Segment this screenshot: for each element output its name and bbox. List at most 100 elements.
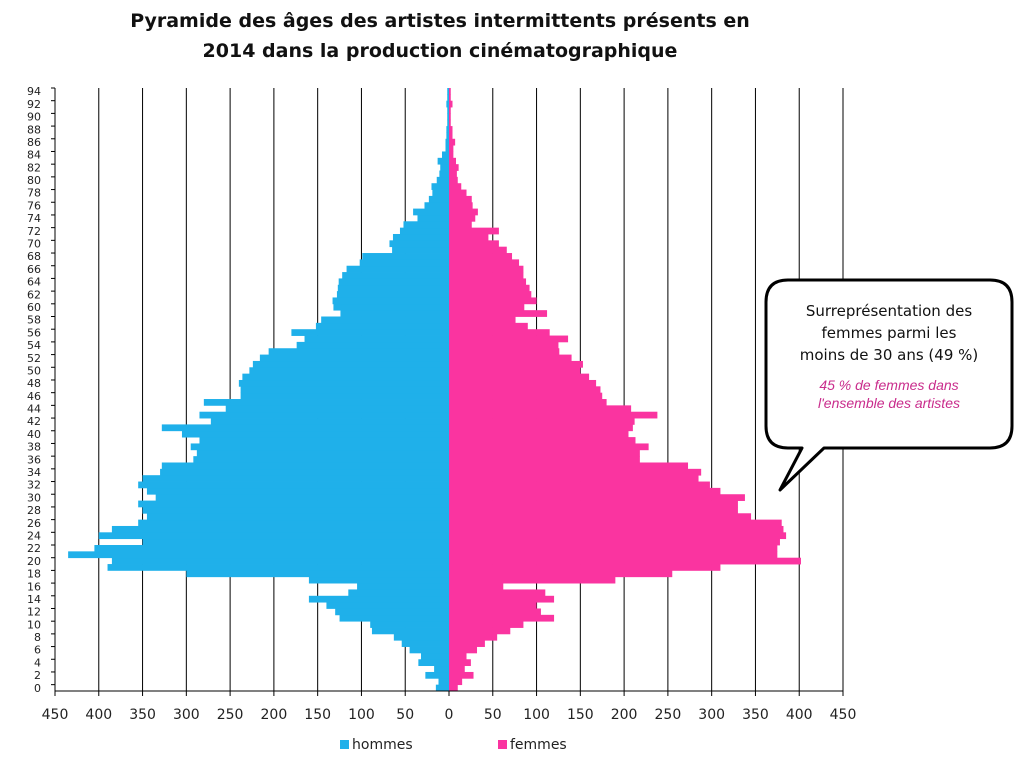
bar-hommes-age-12	[335, 608, 449, 616]
callout-note-line-2: l'ensemble des artistes	[818, 395, 960, 411]
y-tick-label: 46	[27, 390, 41, 403]
bar-femmes-age-0	[449, 684, 458, 692]
bar-hommes-age-21	[68, 551, 449, 559]
bar-femmes-age-40	[449, 430, 629, 438]
y-tick-label: 70	[27, 238, 41, 251]
bar-femmes-age-34	[449, 468, 702, 476]
bar-femmes-age-66	[449, 265, 524, 273]
bar-femmes-age-14	[449, 595, 555, 603]
bar-hommes-age-70	[389, 240, 449, 248]
callout-note: 45 % de femmes dans l'ensemble des artis…	[764, 376, 1014, 412]
y-tick-label: 48	[27, 377, 41, 390]
bar-hommes-age-60	[333, 303, 449, 311]
bar-femmes-age-1	[449, 678, 463, 686]
bar-hommes-age-72	[399, 227, 449, 235]
bar-femmes-age-3	[449, 665, 465, 673]
bar-femmes-age-67	[449, 259, 520, 267]
bar-hommes-age-37	[196, 449, 449, 457]
bar-hommes-age-55	[304, 335, 449, 343]
bar-femmes-age-12	[449, 608, 541, 616]
bar-hommes-age-29	[138, 500, 449, 508]
bar-femmes-age-19	[449, 564, 721, 571]
bar-hommes-age-64	[338, 278, 449, 286]
bar-femmes-age-71	[449, 233, 489, 241]
bar-hommes-age-80	[436, 176, 449, 184]
y-tick-label: 34	[27, 466, 41, 479]
y-tick-label: 6	[34, 644, 41, 657]
bar-femmes-age-36	[449, 456, 640, 463]
legend: hommes femmes	[340, 737, 567, 753]
bar-hommes-age-82	[440, 164, 449, 171]
bar-hommes-age-47	[240, 386, 449, 394]
y-tick-label: 30	[27, 491, 41, 504]
y-tick-label: 74	[27, 212, 41, 225]
bar-femmes-age-27	[449, 513, 752, 521]
bar-hommes-age-65	[342, 272, 449, 279]
bar-femmes-age-41	[449, 424, 633, 432]
y-tick-label: 18	[27, 568, 41, 581]
callout-bubble	[764, 278, 1014, 492]
bar-femmes-age-64	[449, 278, 527, 286]
legend-label-femmes: femmes	[510, 737, 567, 753]
bar-hommes-age-48	[238, 379, 449, 387]
bar-femmes-age-31	[449, 487, 721, 495]
y-tick-label: 92	[27, 98, 41, 111]
bar-femmes-age-91	[449, 107, 451, 114]
bar-femmes-age-20	[449, 557, 801, 565]
bar-femmes-age-59	[449, 310, 548, 317]
bar-femmes-age-88	[449, 126, 453, 133]
x-tick-label: 250	[217, 707, 244, 723]
bar-hommes-age-18	[186, 570, 450, 578]
x-tick-label: 350	[129, 707, 156, 723]
bar-hommes-age-22	[94, 545, 450, 552]
bar-hommes-age-44	[225, 405, 449, 413]
chart-title-line-1: Pyramide des âges des artistes intermitt…	[130, 10, 750, 32]
callout-main-text: Surreprésentation des femmes parmi les m…	[764, 300, 1014, 366]
bar-femmes-age-38	[449, 443, 649, 451]
x-tick-label: 150	[567, 707, 594, 723]
callout-note-line-1: 45 % de femmes dans	[819, 377, 959, 393]
bar-femmes-age-60	[449, 303, 525, 311]
x-tick-label: 450	[830, 707, 857, 723]
chart-title: Pyramide des âges des artistes intermitt…	[0, 6, 880, 66]
bar-femmes-age-90	[449, 113, 451, 121]
bar-femmes-age-28	[449, 506, 738, 514]
bar-hommes-age-39	[199, 437, 449, 444]
bar-hommes-age-78	[432, 189, 449, 197]
bar-femmes-age-78	[449, 189, 467, 197]
bar-hommes-age-19	[107, 564, 450, 571]
y-tick-label: 2	[34, 669, 41, 682]
bar-femmes-age-55	[449, 335, 569, 343]
y-tick-label: 84	[27, 149, 41, 162]
bar-femmes-age-70	[449, 240, 499, 248]
x-tick-label: 400	[85, 707, 112, 723]
axes	[51, 87, 844, 696]
bar-femmes-age-84	[449, 151, 454, 159]
bar-femmes-age-7	[449, 640, 485, 647]
bar-hommes-age-23	[142, 538, 450, 546]
x-tick-label: 200	[261, 707, 288, 723]
bar-femmes-age-42	[449, 418, 635, 425]
bar-hommes-age-0	[435, 684, 449, 692]
bar-hommes-age-13	[326, 602, 449, 609]
bar-hommes-age-33	[142, 475, 450, 482]
bar-hommes-age-43	[199, 411, 449, 419]
bar-hommes-age-90	[447, 113, 449, 121]
bar-hommes-age-71	[392, 233, 449, 241]
y-tick-label: 14	[27, 593, 41, 606]
bar-hommes-age-3	[434, 665, 449, 673]
bar-hommes-age-5	[420, 652, 449, 660]
x-tick-label: 300	[173, 707, 200, 723]
bar-hommes-age-63	[337, 284, 449, 292]
bar-hommes-age-58	[321, 316, 449, 324]
x-tick-label: 450	[42, 707, 69, 723]
bar-hommes-age-31	[146, 487, 449, 495]
bar-hommes-age-56	[291, 329, 449, 336]
bar-femmes-age-33	[449, 475, 699, 482]
bar-hommes-age-36	[193, 456, 449, 463]
y-tick-label: 82	[27, 161, 41, 174]
y-tick-label: 36	[27, 453, 41, 466]
bar-femmes-age-68	[449, 253, 513, 260]
bar-hommes-age-59	[340, 310, 449, 317]
y-tick-label: 64	[27, 276, 41, 289]
